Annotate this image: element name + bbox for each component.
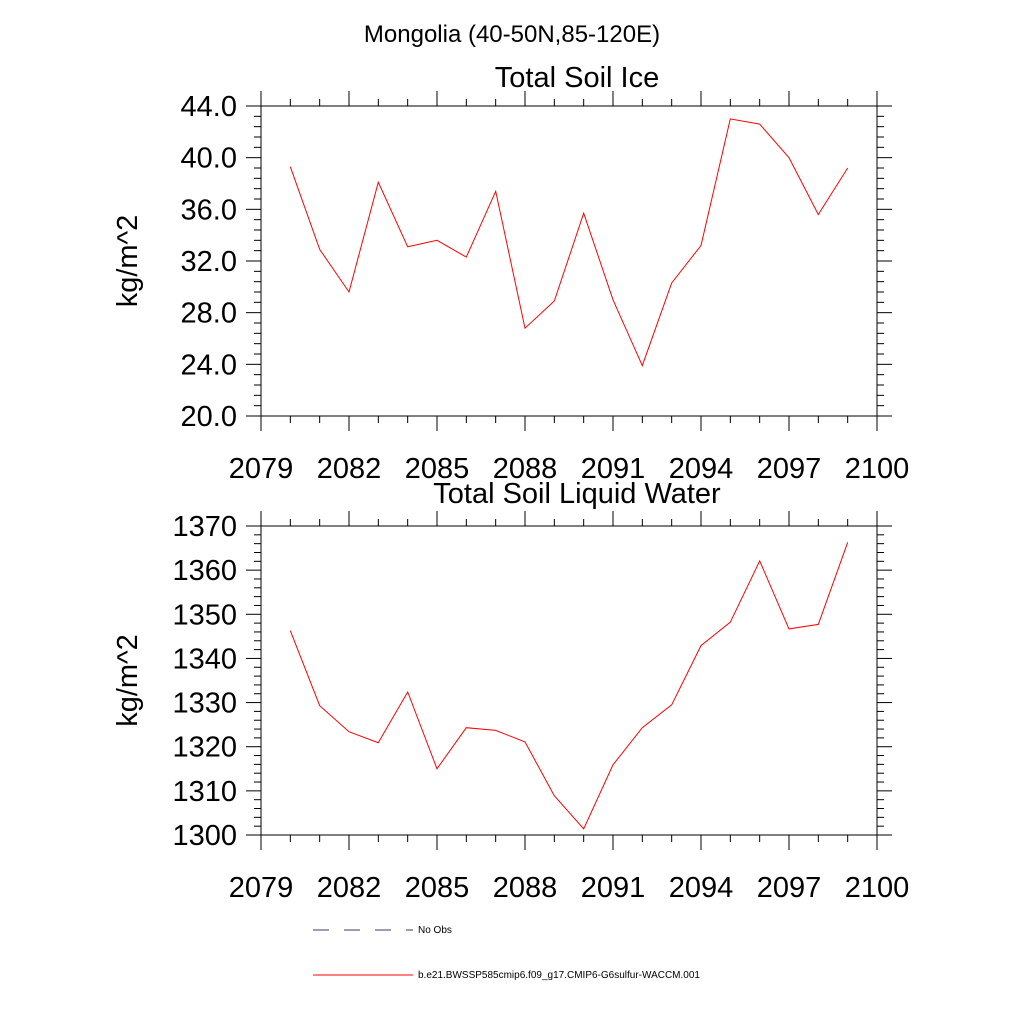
y-tick-label: 20.0	[181, 401, 237, 433]
x-tick-label: 2079	[229, 453, 294, 485]
x-tick-label: 2100	[845, 872, 910, 904]
series-line	[289, 118, 849, 367]
x-tick-label: 2091	[581, 872, 646, 904]
x-tick-label: 2100	[845, 453, 910, 485]
y-tick-label: 40.0	[181, 143, 237, 175]
y-tick-label: 36.0	[181, 194, 237, 226]
x-tick-label: 2079	[229, 872, 294, 904]
legend: No Obs b.e21.BWSSP585cmip6.f09_g17.CMIP6…	[313, 925, 700, 981]
panel-title: Total Soil Liquid Water	[433, 478, 721, 510]
y-axis-label: kg/m^2	[112, 634, 144, 727]
x-tick-label: 2094	[669, 453, 734, 485]
x-tick-label: 2085	[405, 872, 470, 904]
legend-label-no-obs: No Obs	[418, 925, 452, 936]
x-tick-label: 2082	[317, 872, 382, 904]
x-tick-label: 2091	[581, 453, 646, 485]
y-tick-label: 1330	[172, 688, 237, 720]
y-tick-label: 1340	[172, 643, 237, 675]
y-tick-label: 24.0	[181, 349, 237, 381]
y-tick-label: 1360	[172, 555, 237, 587]
y-tick-label: 1300	[172, 820, 237, 852]
x-tick-label: 2082	[317, 453, 382, 485]
y-tick-label: 1370	[172, 511, 237, 543]
x-tick-label: 2094	[669, 872, 734, 904]
series-line	[289, 542, 849, 830]
y-axis-label: kg/m^2	[112, 215, 144, 308]
plot-frame	[260, 525, 878, 836]
panel-title: Total Soil Ice	[495, 62, 659, 94]
x-tick-label: 2088	[493, 872, 558, 904]
x-tick-label: 2088	[493, 453, 558, 485]
y-tick-label: 1350	[172, 599, 237, 631]
x-tick-label: 2097	[757, 872, 822, 904]
x-tick-label: 2097	[757, 453, 822, 485]
x-tick-label: 2085	[405, 453, 470, 485]
y-tick-label: 44.0	[181, 91, 237, 123]
y-tick-label: 1310	[172, 776, 237, 808]
figure-suptitle: Mongolia (40-50N,85-120E)	[364, 21, 660, 48]
y-tick-label: 32.0	[181, 246, 237, 278]
panel-total-soil-liquid-water: Total Soil Liquid Water kg/m^2 2079 2082 208…	[112, 478, 909, 904]
y-tick-label: 28.0	[181, 298, 237, 330]
legend-label-model-run: b.e21.BWSSP585cmip6.f09_g17.CMIP6-G6sulf…	[418, 970, 700, 981]
y-tick-label: 1320	[172, 732, 237, 764]
panel-total-soil-ice: Total Soil Ice kg/m^2 2079 2082 2085 2088 2091…	[112, 62, 909, 485]
